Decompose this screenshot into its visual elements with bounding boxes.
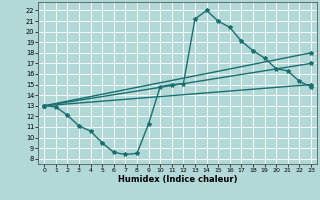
X-axis label: Humidex (Indice chaleur): Humidex (Indice chaleur) bbox=[118, 175, 237, 184]
